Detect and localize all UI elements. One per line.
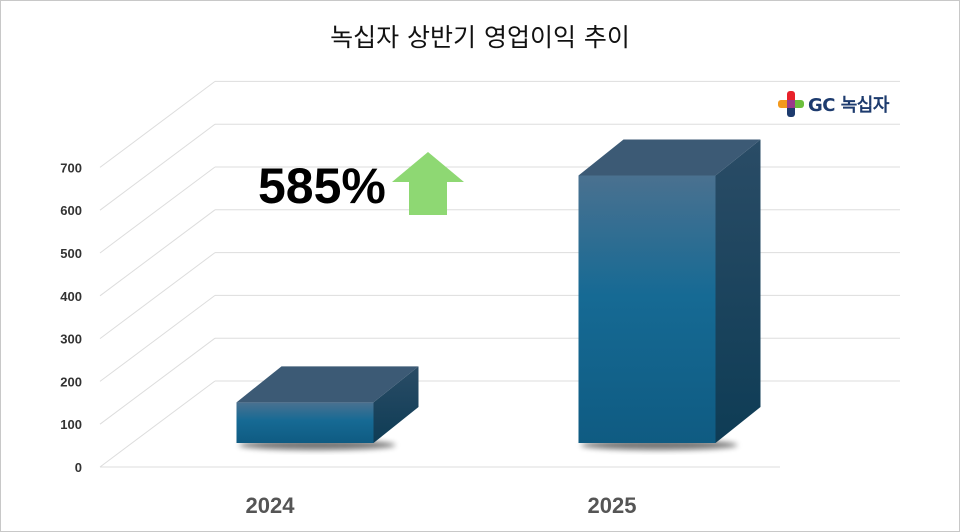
bar-side — [373, 366, 419, 443]
growth-annotation: 585% — [258, 158, 386, 214]
grid-diagonal — [99, 209, 216, 297]
bar-front — [236, 402, 374, 443]
grid-diagonal — [99, 337, 216, 425]
grid-diagonal — [99, 380, 216, 468]
up-arrow-icon — [392, 152, 464, 215]
grid-lines — [99, 80, 900, 468]
bar-2024 — [236, 366, 419, 450]
x-tick-label: 2024 — [246, 493, 296, 518]
y-tick-label: 700 — [60, 160, 82, 175]
grid-diagonal — [99, 252, 216, 340]
grid-diagonal — [99, 80, 216, 168]
y-tick-label: 600 — [60, 203, 82, 218]
grid-diagonal — [99, 166, 216, 254]
growth-arrow — [392, 152, 464, 215]
chart-title: 녹십자 상반기 영업이익 추이 — [330, 23, 630, 52]
bar-side — [715, 139, 761, 443]
gc-cross-icon — [778, 91, 804, 117]
y-axis-ticks: 0 100 200 300 400 500 600 700 — [60, 160, 82, 475]
bars — [236, 139, 761, 450]
y-tick-label: 100 — [60, 417, 82, 432]
gc-logo: GC 녹십자 — [778, 90, 889, 118]
bar-top — [578, 139, 761, 176]
grid-diagonal — [99, 294, 216, 382]
x-axis-ticks: 2024 2025 — [246, 493, 637, 518]
y-tick-label: 200 — [60, 374, 82, 389]
bar-top — [236, 366, 419, 403]
bar-2025 — [578, 139, 761, 450]
y-tick-label: 0 — [75, 460, 82, 475]
y-tick-label: 400 — [60, 289, 82, 304]
logo-text: GC 녹십자 — [808, 95, 889, 116]
bar-front — [578, 175, 716, 443]
y-tick-label: 300 — [60, 332, 82, 347]
grid-diagonal — [99, 123, 216, 211]
y-tick-label: 500 — [60, 246, 82, 261]
x-tick-label: 2025 — [588, 493, 637, 518]
